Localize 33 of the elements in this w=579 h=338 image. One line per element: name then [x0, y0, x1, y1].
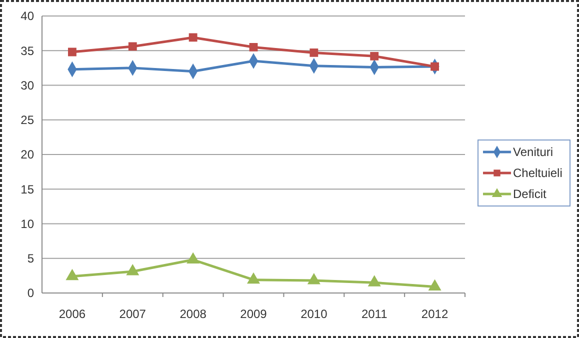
y-tick-label: 5 [27, 252, 34, 266]
point [310, 48, 318, 57]
x-tick-label: 2011 [361, 307, 388, 321]
y-tick-label: 20 [20, 148, 34, 162]
y-tick-label: 35 [20, 44, 34, 58]
point [308, 274, 320, 284]
x-tick-label: 2006 [58, 307, 86, 321]
point [249, 42, 258, 52]
x-tick-label: 2010 [300, 307, 328, 321]
point [368, 276, 380, 286]
legend-label: Deficit [513, 187, 548, 202]
point [68, 48, 76, 56]
point [370, 52, 379, 60]
x-tick-label: 2012 [421, 307, 448, 321]
y-tick-label: 10 [20, 216, 34, 231]
y-tick-label: 15 [20, 182, 34, 196]
point [186, 252, 200, 264]
y-tick-label: 30 [20, 78, 34, 92]
point [128, 42, 137, 51]
point [188, 33, 198, 42]
legend-label: Venituri [513, 145, 554, 160]
x-tick-label: 2009 [240, 307, 268, 321]
legend-label: Cheltuieli [513, 166, 562, 180]
point [66, 269, 78, 280]
point [247, 272, 260, 284]
x-tick-label: 2008 [180, 307, 207, 321]
y-tick-label: 25 [20, 113, 34, 128]
y-tick-label: 0 [27, 286, 34, 300]
point [126, 264, 139, 276]
y-tick-label: 40 [20, 9, 34, 24]
point [430, 62, 439, 71]
point [428, 280, 441, 291]
x-tick-label: 2007 [119, 307, 146, 321]
